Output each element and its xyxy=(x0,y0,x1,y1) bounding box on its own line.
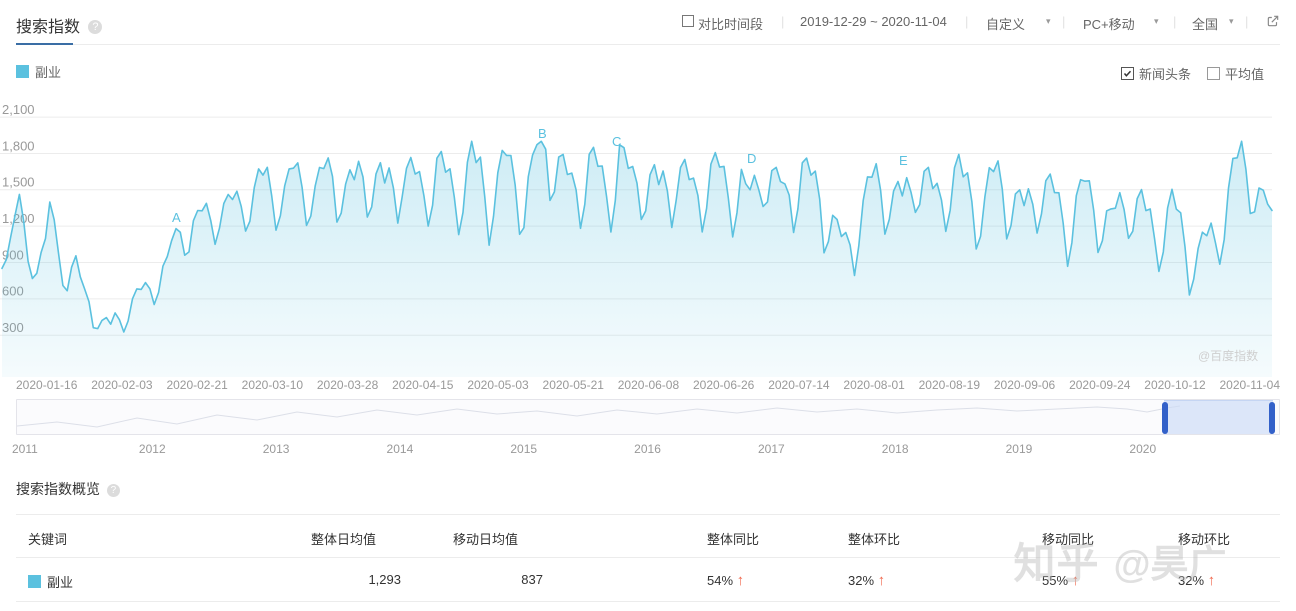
svg-text:2,100: 2,100 xyxy=(2,102,35,117)
svg-text:C: C xyxy=(612,134,621,149)
svg-text:1,500: 1,500 xyxy=(2,175,35,190)
svg-text:B: B xyxy=(538,126,547,141)
svg-text:E: E xyxy=(899,153,908,168)
svg-text:@百度指数: @百度指数 xyxy=(1198,348,1258,363)
svg-text:D: D xyxy=(747,151,756,166)
svg-text:1,800: 1,800 xyxy=(2,138,35,153)
svg-text:A: A xyxy=(172,210,181,225)
